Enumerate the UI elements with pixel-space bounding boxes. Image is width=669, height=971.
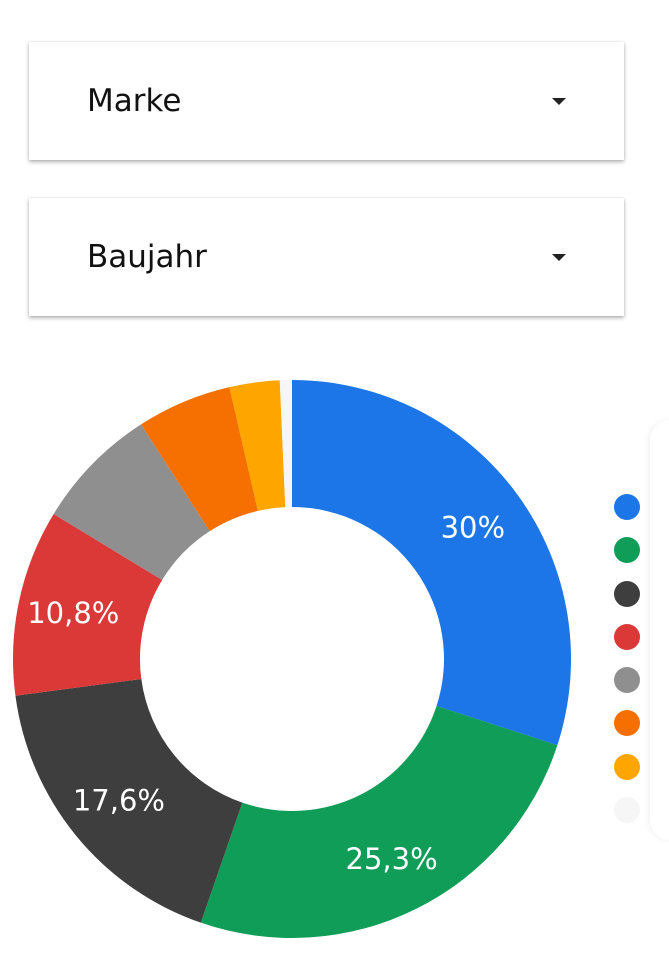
donut-slice[interactable] xyxy=(200,705,558,938)
dropdown-arrow-icon xyxy=(552,98,566,105)
legend-marker[interactable] xyxy=(614,494,640,520)
legend-marker[interactable] xyxy=(614,753,640,780)
slice-data-label: 30% xyxy=(441,511,505,545)
year-select[interactable]: Baujahr xyxy=(29,198,624,316)
legend-marker[interactable] xyxy=(614,537,640,564)
brand-select-label: Marke xyxy=(87,83,182,119)
donut-chart: 30% 25,3% 17,6% 10,8% xyxy=(12,380,571,938)
brand-select[interactable]: Marke xyxy=(29,42,624,160)
donut-slice[interactable] xyxy=(229,380,286,511)
legend-marker[interactable] xyxy=(614,580,640,607)
slice-data-label: 10,8% xyxy=(27,596,119,630)
legend-marker[interactable] xyxy=(614,797,640,824)
dropdown-arrow-icon xyxy=(552,254,566,261)
donut-slice[interactable] xyxy=(53,424,210,580)
slice-data-label: 17,6% xyxy=(73,783,165,817)
donut-slice[interactable] xyxy=(292,380,571,746)
legend-marker[interactable] xyxy=(614,667,640,694)
chart-legend xyxy=(614,494,640,840)
legend-panel xyxy=(650,420,669,840)
donut-slice[interactable] xyxy=(279,380,292,508)
year-select-label: Baujahr xyxy=(87,239,207,275)
donut-slice[interactable] xyxy=(12,513,163,696)
slice-data-label: 25,3% xyxy=(346,842,438,876)
legend-marker[interactable] xyxy=(614,710,640,737)
donut-slice[interactable] xyxy=(141,387,258,532)
legend-marker[interactable] xyxy=(614,623,640,650)
donut-slice[interactable] xyxy=(15,678,243,923)
